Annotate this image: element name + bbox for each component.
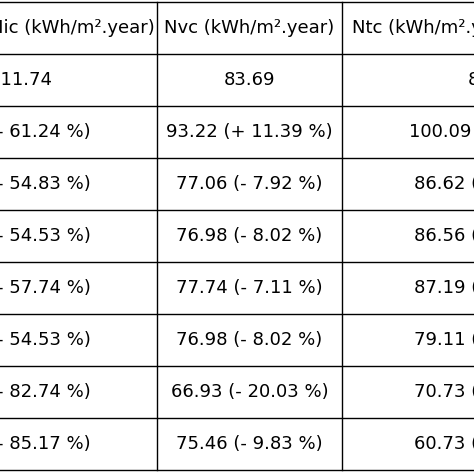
- Text: 86.56 (- 90.: 86.56 (- 90.: [414, 227, 474, 245]
- Text: 83.69: 83.69: [224, 71, 275, 89]
- Text: 77.74 (- 7.11 %): 77.74 (- 7.11 %): [176, 279, 323, 297]
- Text: (- 54.83 %): (- 54.83 %): [0, 175, 91, 193]
- Text: 93.22 (+ 11.39 %): 93.22 (+ 11.39 %): [166, 123, 333, 141]
- Text: 77.06 (- 7.92 %): 77.06 (- 7.92 %): [176, 175, 323, 193]
- Text: 86.62 (- 90.: 86.62 (- 90.: [414, 175, 474, 193]
- Text: Nic (kWh/m².year): Nic (kWh/m².year): [0, 19, 155, 37]
- Text: 87.19 (- 90.: 87.19 (- 90.: [414, 279, 474, 297]
- Text: (- 57.74 %): (- 57.74 %): [0, 279, 91, 297]
- Text: (- 82.74 %): (- 82.74 %): [0, 383, 91, 401]
- Text: 60.73 (- 93.: 60.73 (- 93.: [414, 435, 474, 453]
- Text: Ntc (kWh/m².year): Ntc (kWh/m².year): [352, 19, 474, 37]
- Text: 75.46 (- 9.83 %): 75.46 (- 9.83 %): [176, 435, 323, 453]
- Text: (- 61.24 %): (- 61.24 %): [0, 123, 91, 141]
- Text: 311.74: 311.74: [0, 71, 53, 89]
- Text: 871.5: 871.5: [467, 71, 474, 89]
- Text: (- 54.53 %): (- 54.53 %): [0, 331, 91, 349]
- Text: 100.09 (- 88: 100.09 (- 88: [409, 123, 474, 141]
- Text: Nvc (kWh/m².year): Nvc (kWh/m².year): [164, 19, 335, 37]
- Text: 76.98 (- 8.02 %): 76.98 (- 8.02 %): [176, 331, 323, 349]
- Text: (- 54.53 %): (- 54.53 %): [0, 227, 91, 245]
- Text: 70.73 (- 91.: 70.73 (- 91.: [414, 383, 474, 401]
- Text: 76.98 (- 8.02 %): 76.98 (- 8.02 %): [176, 227, 323, 245]
- Text: 66.93 (- 20.03 %): 66.93 (- 20.03 %): [171, 383, 328, 401]
- Text: (- 85.17 %): (- 85.17 %): [0, 435, 91, 453]
- Text: 79.11 (- 90.: 79.11 (- 90.: [414, 331, 474, 349]
